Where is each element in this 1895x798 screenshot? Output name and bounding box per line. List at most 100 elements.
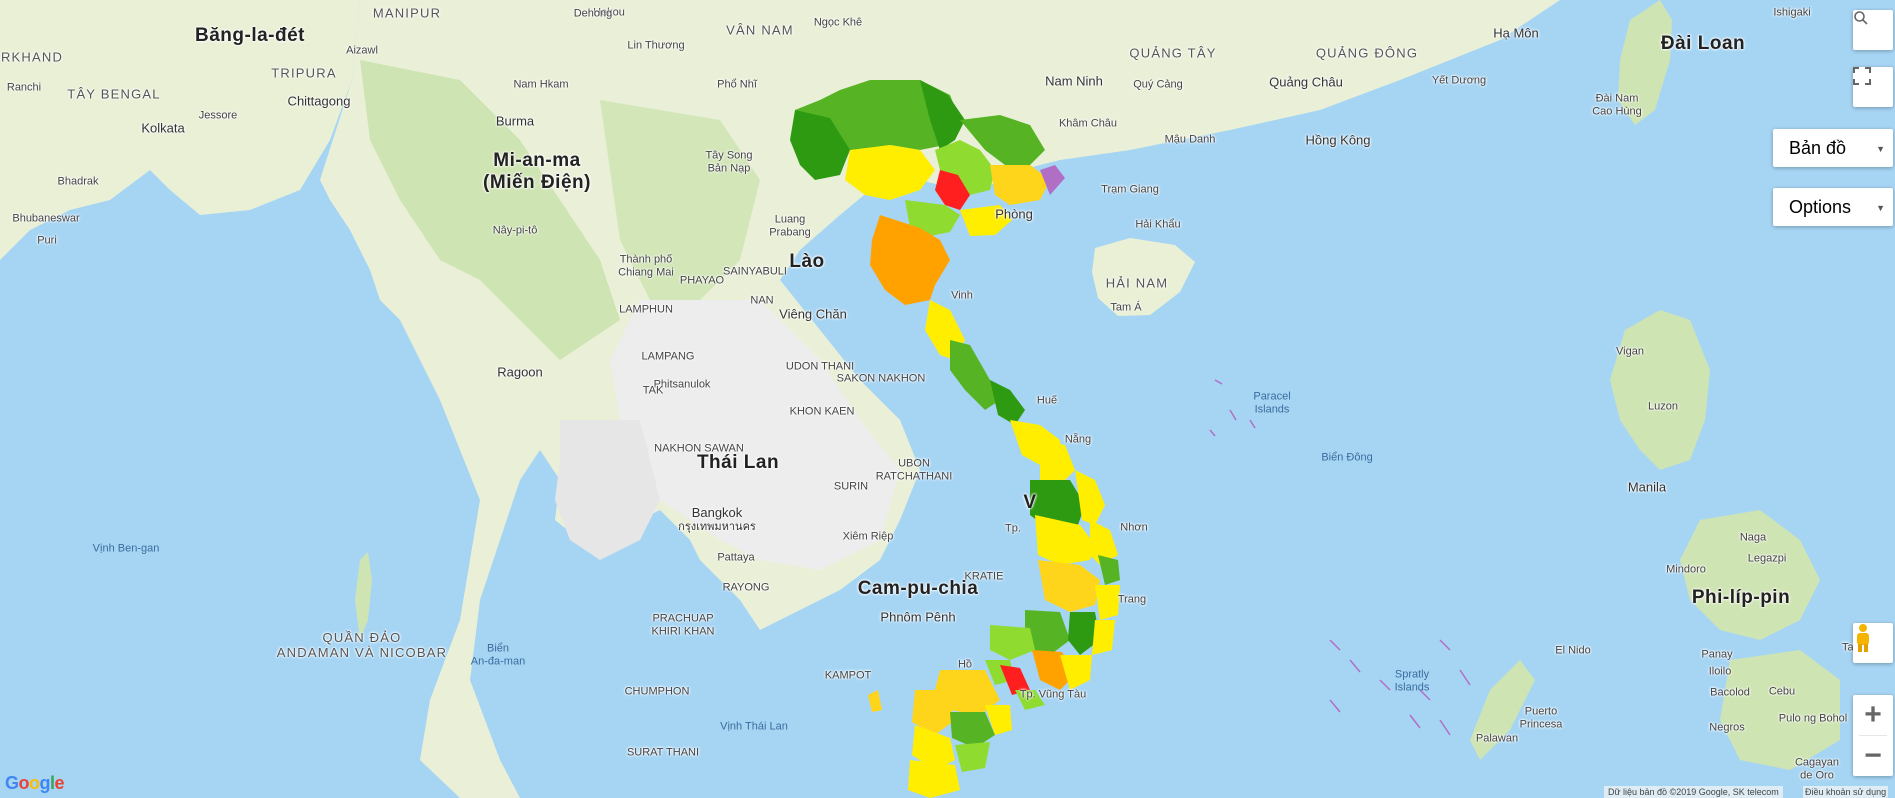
label-prachuap-main: PRACHUAP — [652, 612, 714, 625]
label-chittagong: Chittagong — [287, 93, 351, 109]
province-laichau[interactable] — [790, 110, 850, 180]
label-hongkong: Hồng Kông — [1305, 132, 1371, 148]
label-mindoro: Mindoro — [1666, 563, 1706, 576]
fullscreen-button[interactable] — [1853, 67, 1893, 107]
province-khanhhoa[interactable] — [1095, 585, 1120, 620]
label-namhkam: Nam Hkam — [513, 78, 569, 91]
label-puer: Phổ Nhĩ — [717, 78, 757, 91]
province-binhthuan[interactable] — [1060, 655, 1092, 690]
label-andamansea-main: Biển — [486, 642, 510, 655]
province-daklak[interactable] — [1038, 560, 1100, 612]
label-puertoprincesa: Puerto Princesa — [1520, 705, 1563, 730]
label-bangkok-sub: กรุงเทพมหานคร — [678, 521, 756, 534]
province-hagiang[interactable] — [920, 80, 965, 150]
label-thailand: Thái Lan — [696, 452, 780, 474]
label-maudanh: Mậu Danh — [1164, 133, 1216, 146]
label-lincang: Lin Thương — [627, 39, 685, 52]
province-hanoi[interactable] — [935, 170, 970, 210]
label-negros: Negros — [1709, 721, 1745, 734]
province-camau[interactable] — [908, 760, 960, 798]
province-longan[interactable] — [935, 670, 1000, 715]
label-vietnam: V — [1023, 492, 1037, 514]
label-tripura: TRIPURA — [271, 65, 337, 81]
label-tainan: Đài Nam Cao Hùng — [1592, 92, 1642, 117]
province-phuquoc[interactable] — [868, 690, 882, 712]
label-andamansea-sub: An-đa-man — [470, 655, 526, 667]
province-ninhthuan[interactable] — [1092, 620, 1115, 655]
land-thai-central — [555, 420, 660, 560]
province-daknong[interactable] — [1025, 610, 1070, 655]
province-sonla[interactable] — [845, 145, 935, 200]
province-quangninh[interactable] — [990, 165, 1050, 205]
options-dropdown[interactable]: Options ▼ — [1773, 188, 1893, 226]
province-quangnam[interactable] — [1040, 440, 1075, 485]
label-bangkok-main: Bangkok — [691, 505, 743, 521]
province-lamdong[interactable] — [1068, 612, 1100, 655]
province-bentre[interactable] — [985, 705, 1012, 735]
province-hcm[interactable] — [1000, 665, 1030, 695]
google-logo[interactable]: Google — [5, 773, 65, 793]
label-ishigaki: Ishigaki — [1773, 6, 1811, 19]
label-manipur: MANIPUR — [372, 5, 442, 21]
province-binhdinh[interactable] — [1090, 520, 1118, 565]
label-hainan: HẢI NAM — [1105, 275, 1169, 291]
label-spratly-main: Spratly — [1394, 668, 1430, 681]
map-type-dropdown[interactable]: Bản đồ ▼ — [1773, 129, 1893, 167]
label-myanmar-main: Mi-an-ma — [493, 150, 581, 172]
province-cantho[interactable] — [912, 725, 955, 770]
label-iloilo: Iloilo — [1708, 665, 1732, 678]
province-binhphuoc[interactable] — [990, 625, 1035, 660]
label-manila: Manila — [1627, 479, 1667, 495]
province-caobang[interactable] — [960, 115, 1045, 165]
label-jharkhand: RKHAND — [0, 49, 64, 65]
label-cagayan-sub: de Oro — [1800, 769, 1834, 781]
land-hainan — [1092, 238, 1195, 316]
label-laos: Lào — [789, 251, 825, 273]
land-visayas — [1680, 510, 1820, 640]
options-label: Options — [1789, 196, 1852, 217]
province-quangbinh[interactable] — [950, 340, 1000, 410]
pegman-button[interactable] — [1853, 623, 1893, 663]
label-khamchau: Khâm Châu — [1058, 117, 1118, 130]
label-jieyang: Yết Dương — [1431, 74, 1487, 87]
label-bengal: Vịnh Ben-gan — [92, 542, 160, 555]
province-thaibinh[interactable] — [960, 205, 1012, 236]
label-siemreap: Xiêm Riệp — [842, 530, 894, 543]
label-nakhonsawan: NAKHON SAWAN — [654, 442, 744, 455]
label-xiamen: Hạ Môn — [1493, 25, 1539, 41]
province-quangtri[interactable] — [990, 380, 1025, 425]
label-luzon: Luzon — [1648, 400, 1678, 413]
province-gialai[interactable] — [1035, 515, 1095, 565]
fullscreen-icon — [1853, 67, 1871, 85]
label-phitsanulok: Phitsanulok — [653, 378, 711, 391]
label-luangprabang-sub: Prabang — [769, 226, 811, 238]
search-button[interactable] — [1853, 10, 1893, 50]
zoom-out-button[interactable]: − — [1864, 739, 1882, 772]
province-phuyen[interactable] — [1098, 555, 1120, 585]
label-aizawl: Aizawl — [346, 44, 378, 57]
province-bariavungtau[interactable] — [1015, 690, 1045, 710]
label-pattaya: Pattaya — [717, 551, 755, 564]
terms-link[interactable]: Điều khoản sử dụng — [1803, 786, 1889, 798]
province-quangngai[interactable] — [1075, 470, 1105, 525]
label-andaman-main: QUẦN ĐẢO — [322, 630, 402, 646]
province-halong-islands[interactable] — [1040, 165, 1065, 195]
province-thanhhoa[interactable] — [870, 215, 950, 305]
label-spratly: Spratly Islands — [1395, 668, 1430, 693]
label-paracel-main: Paracel — [1253, 390, 1291, 403]
province-hoabinh[interactable] — [905, 200, 960, 236]
label-myanmar-sub: (Miến Điện) — [483, 172, 591, 193]
label-haikhau: Hải Khẩu — [1135, 218, 1181, 231]
label-puertoprincesa-sub: Princesa — [1519, 718, 1563, 730]
province-travinh[interactable] — [955, 742, 990, 772]
province-tiengiang[interactable] — [950, 712, 995, 748]
province-kiengiang[interactable] — [912, 690, 955, 735]
label-bangkok: Bangkok กรุงเทพมหานคร — [678, 505, 756, 534]
label-tama: Tam Á — [1110, 301, 1142, 314]
label-palawan: Palawan — [1475, 732, 1519, 745]
label-spratly-sub: Islands — [1394, 681, 1430, 693]
zoom-in-button[interactable]: + — [1864, 698, 1882, 731]
label-khonkaen: KHON KAEN — [789, 405, 855, 418]
land-indochina — [610, 300, 900, 570]
